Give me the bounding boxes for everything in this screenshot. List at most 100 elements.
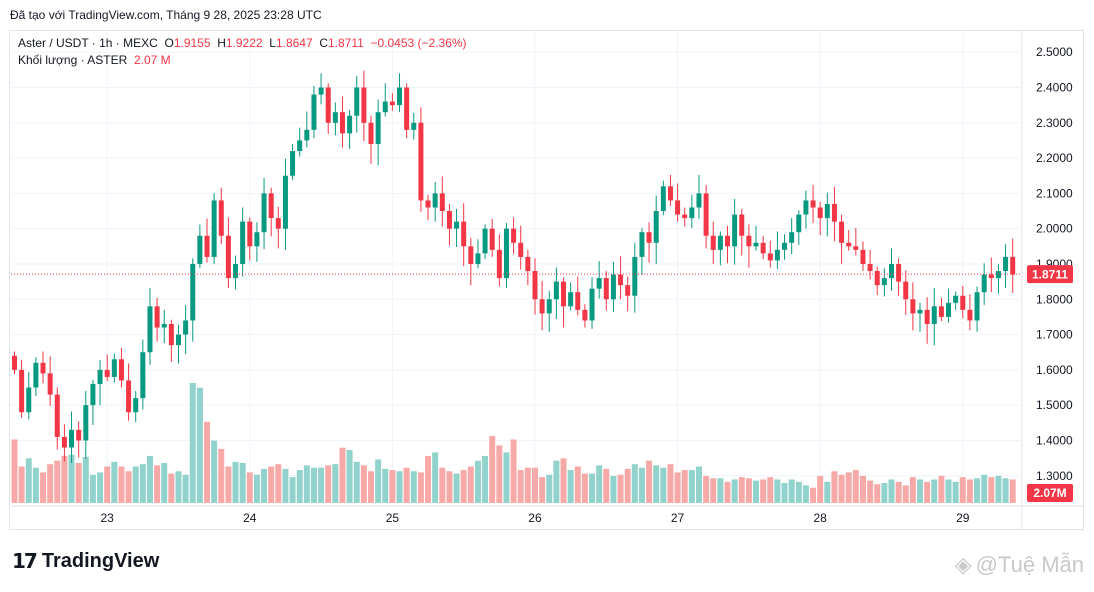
volume-bar	[653, 465, 660, 503]
volume-bar	[368, 471, 374, 503]
candle-body	[375, 112, 381, 144]
volume-bar	[909, 477, 916, 503]
volume-bar	[567, 470, 574, 503]
price-tick-label: 2.2000	[1036, 151, 1073, 165]
volume-bar	[496, 445, 503, 503]
volume-bar	[596, 465, 603, 503]
candle-body	[454, 221, 460, 229]
volume-bar	[146, 455, 153, 503]
volume-bar	[646, 460, 653, 503]
candle-body	[881, 278, 887, 286]
candle-body	[40, 362, 46, 374]
candle-body	[475, 253, 481, 264]
candle-body	[618, 274, 624, 286]
candle-body	[760, 242, 766, 254]
candle-body	[789, 232, 795, 243]
candle-body	[26, 387, 32, 413]
candle-body	[12, 355, 17, 370]
candle-body	[831, 203, 837, 222]
change-value: −0.0453 (−2.36%)	[370, 36, 467, 50]
symbol-label[interactable]: Aster / USDT · 1h · MEXC	[18, 36, 158, 50]
candle-body	[625, 285, 631, 296]
volume-bar	[218, 448, 225, 503]
volume-bar	[125, 471, 132, 503]
chart-frame[interactable]	[9, 30, 1084, 530]
tradingview-logo[interactable]: 17 TradingView	[12, 549, 159, 573]
volume-bar	[966, 479, 973, 503]
candle-body	[233, 263, 239, 279]
candle-body	[732, 214, 738, 247]
volume-bar	[703, 475, 710, 503]
volume-bar	[261, 468, 268, 503]
volume-bar	[974, 478, 981, 503]
candle-body	[439, 193, 445, 212]
candle-body	[988, 274, 994, 279]
volume-bar	[624, 468, 631, 503]
candle-body	[746, 235, 752, 247]
volume-bar	[403, 467, 410, 503]
volume-bar	[339, 447, 346, 503]
volume-bar	[802, 485, 809, 503]
volume-bar	[817, 475, 824, 503]
open-label: O	[164, 36, 174, 50]
candle-body	[140, 352, 146, 399]
volume-bar	[75, 463, 82, 503]
volume-bar	[104, 466, 111, 503]
candle-body	[703, 193, 709, 236]
volume-label[interactable]: Khối lượng · ASTER	[18, 53, 128, 67]
price-tick-label: 2.3000	[1036, 116, 1073, 130]
price-tick-label: 2.4000	[1036, 80, 1073, 94]
candle-body	[874, 271, 880, 286]
candle-body	[83, 405, 89, 441]
time-tick-label: 29	[956, 511, 970, 525]
volume-bar	[268, 466, 275, 503]
candle-body	[910, 299, 916, 314]
volume-bar	[952, 481, 959, 503]
candle-body	[69, 429, 75, 448]
price-tick-label: 1.3000	[1036, 469, 1073, 483]
candle-body	[532, 271, 538, 300]
volume-bar	[874, 484, 881, 503]
volume-bar	[332, 464, 339, 503]
volume-bar	[353, 461, 360, 503]
volume-bar	[460, 470, 467, 503]
candle-body	[175, 334, 181, 346]
candle-body	[290, 151, 296, 176]
volume-bar	[660, 467, 667, 503]
price-tick-label: 1.8000	[1036, 292, 1073, 306]
candle-body	[774, 249, 780, 261]
volume-bar	[717, 478, 724, 503]
candle-body	[582, 309, 588, 321]
volume-bars	[11, 383, 1016, 503]
last-volume-label: 2.07M	[1033, 486, 1066, 500]
candle-body	[47, 373, 53, 395]
volume-bar	[931, 479, 938, 503]
candle-body	[946, 302, 952, 317]
volume-bar	[1002, 478, 1009, 503]
candle-body	[411, 122, 417, 130]
candle-body	[753, 242, 759, 247]
volume-bar	[924, 481, 931, 503]
price-tick-label: 2.5000	[1036, 45, 1073, 59]
volume-bar	[161, 463, 168, 503]
time-tick-label: 25	[386, 511, 400, 525]
candle-body	[568, 292, 574, 307]
volume-bar	[667, 464, 674, 503]
volume-bar	[795, 481, 802, 503]
volume-bar	[610, 475, 617, 503]
volume-bar	[524, 467, 531, 503]
time-tick-label: 26	[528, 511, 542, 525]
candle-body	[1010, 256, 1016, 275]
candle-body	[168, 323, 174, 346]
candle-body	[931, 306, 937, 324]
volume-bar	[902, 485, 909, 503]
candle-body	[97, 369, 103, 384]
candle-body	[304, 129, 310, 141]
volume-bar	[54, 460, 61, 503]
candle-body	[247, 221, 253, 247]
candle-body	[603, 278, 609, 300]
candle-body	[33, 362, 39, 388]
candle-body	[154, 306, 160, 328]
candle-body	[204, 235, 210, 257]
